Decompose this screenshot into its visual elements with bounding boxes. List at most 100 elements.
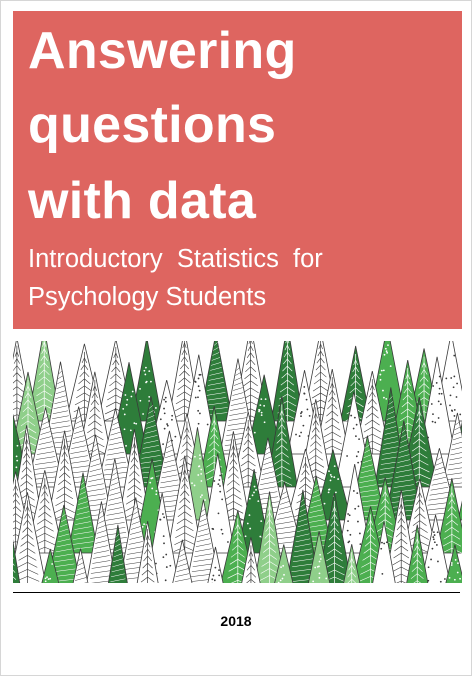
- tree-detail: [26, 487, 34, 494]
- tree-detail: [239, 467, 249, 474]
- tree-detail: [246, 359, 251, 366]
- tree-detail: [40, 355, 45, 361]
- tree-detail: [281, 431, 287, 437]
- tree-detail: [184, 356, 189, 363]
- tree-detail: [401, 434, 407, 438]
- tree-detail: [81, 357, 85, 363]
- tree-detail: [207, 454, 215, 461]
- tree-detail: [27, 548, 36, 554]
- tree-detail: [337, 478, 340, 480]
- tree-detail: [297, 490, 306, 497]
- tree-detail: [70, 450, 88, 454]
- tree-detail: [331, 513, 335, 520]
- tree-detail: [13, 569, 16, 573]
- tree-detail: [397, 517, 402, 524]
- tree-detail: [331, 382, 335, 389]
- tree-detail: [355, 455, 358, 458]
- tree-detail: [433, 541, 436, 544]
- tree-detail: [413, 431, 420, 438]
- tree-detail: [143, 369, 146, 372]
- tree-detail: [227, 422, 249, 426]
- tree-detail: [184, 483, 189, 489]
- tree-detail: [13, 576, 17, 580]
- tree-detail: [328, 534, 335, 541]
- tree-detail: [435, 382, 438, 384]
- tree-detail: [115, 366, 121, 373]
- tree-detail: [27, 427, 37, 434]
- tree-detail: [107, 446, 124, 451]
- tree-detail: [89, 468, 102, 472]
- tree-detail: [287, 351, 291, 358]
- tree-detail: [305, 476, 311, 483]
- tree-detail: [206, 392, 226, 396]
- tree-detail: [129, 471, 135, 477]
- tree-detail: [130, 395, 133, 398]
- tree-detail: [402, 394, 408, 401]
- tree-detail: [276, 438, 283, 444]
- tree-detail: [281, 473, 292, 479]
- tree-detail: [91, 565, 112, 569]
- tree-detail: [372, 412, 379, 419]
- tree-detail: [130, 531, 142, 535]
- tree-detail: [148, 395, 151, 398]
- tree-detail: [150, 380, 152, 383]
- tree-detail: [114, 543, 121, 548]
- tree-detail: [94, 427, 103, 434]
- tree-detail: [142, 445, 160, 449]
- tree-detail: [200, 473, 203, 475]
- tree-detail: [184, 511, 192, 517]
- tree-detail: [230, 552, 238, 558]
- tree-detail: [230, 580, 238, 583]
- tree-detail: [248, 341, 251, 344]
- tree-detail: [155, 493, 158, 496]
- tree-shape: [186, 499, 221, 583]
- tree-detail: [389, 396, 393, 400]
- tree-detail: [181, 476, 186, 482]
- tree-detail: [440, 392, 443, 395]
- tree-detail: [20, 420, 29, 427]
- tree-detail: [302, 424, 305, 427]
- tree-detail: [419, 376, 425, 382]
- tree-detail: [27, 576, 40, 582]
- tree-detail: [39, 436, 52, 440]
- tree-detail: [250, 558, 255, 564]
- tree-detail: [93, 443, 98, 447]
- tree-detail: [455, 421, 460, 426]
- tree-detail: [220, 528, 223, 531]
- tree-detail: [450, 377, 453, 379]
- tree-detail: [329, 527, 335, 534]
- tree-detail: [455, 396, 458, 398]
- tree-detail: [26, 439, 29, 445]
- tree-detail: [277, 431, 283, 437]
- tree-detail: [275, 521, 294, 525]
- tree-detail: [248, 514, 251, 517]
- tree-detail: [260, 568, 270, 574]
- tree-detail: [233, 459, 238, 465]
- tree-detail: [134, 491, 143, 498]
- tree-detail: [380, 505, 386, 511]
- tree-detail: [372, 391, 376, 398]
- tree-detail: [348, 565, 352, 571]
- tree-detail: [368, 520, 371, 526]
- tree-detail: [112, 359, 117, 366]
- tree-detail: [372, 398, 377, 405]
- tree-detail: [92, 385, 96, 391]
- tree-detail: [232, 392, 244, 396]
- tree-detail: [113, 553, 123, 558]
- tree-detail: [94, 399, 99, 406]
- tree-detail: [13, 557, 14, 559]
- tree-detail: [218, 569, 220, 572]
- tree-detail: [110, 431, 121, 436]
- tree-detail: [49, 430, 72, 435]
- tree-detail: [27, 569, 39, 575]
- tree-detail: [446, 472, 462, 476]
- tree-detail: [207, 382, 224, 386]
- divider: [13, 592, 460, 593]
- tree-detail: [451, 513, 458, 519]
- tree-detail: [380, 369, 383, 372]
- tree-detail: [174, 435, 177, 438]
- tree-detail: [226, 487, 234, 493]
- tree-detail: [235, 524, 239, 530]
- tree-detail: [416, 552, 422, 558]
- tree-detail: [162, 443, 164, 446]
